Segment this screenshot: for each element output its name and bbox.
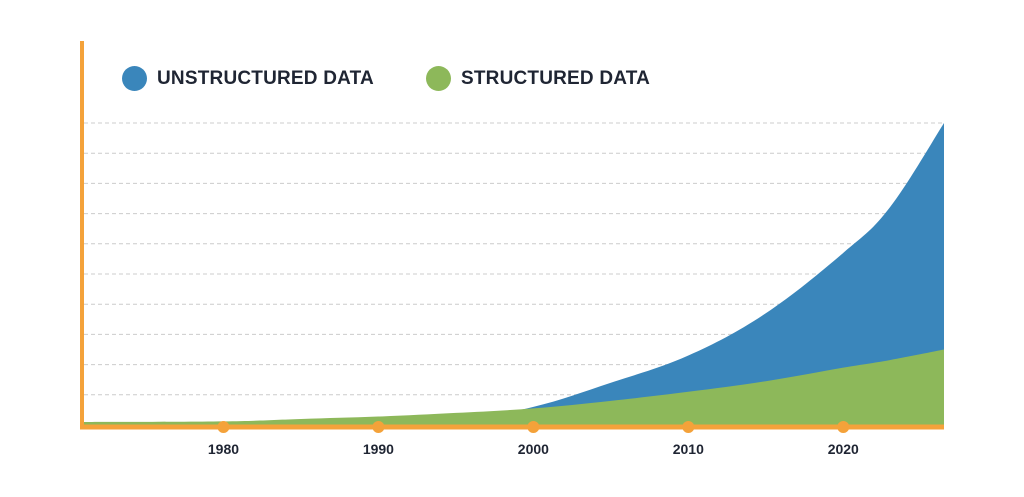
legend-swatch-structured	[425, 66, 451, 91]
x-tick-marker	[682, 421, 695, 433]
legend-item-structured: STRUCTURED DATA	[425, 66, 651, 91]
x-tick-label: 2000	[518, 441, 549, 457]
legend-item-unstructured: UNSTRUCTURED DATA	[122, 66, 374, 91]
x-tick-marker	[217, 421, 230, 433]
series-areas	[84, 123, 944, 425]
x-tick-marker	[527, 421, 540, 433]
x-ticks: 1980 1990 2000 2010 2020	[208, 421, 859, 457]
series-area-structured	[84, 349, 944, 425]
x-tick-marker	[837, 421, 850, 433]
legend: UNSTRUCTURED DATA STRUCTURED DATA	[122, 66, 650, 91]
legend-label-structured: STRUCTURED DATA	[460, 67, 651, 89]
gridlines	[84, 122, 944, 396]
x-tick-label: 1980	[208, 441, 239, 457]
x-tick-label: 2020	[828, 441, 859, 457]
legend-label-unstructured: UNSTRUCTURED DATA	[157, 67, 374, 89]
x-tick-label: 1990	[363, 441, 394, 457]
legend-swatch-unstructured	[122, 66, 147, 91]
series-area-unstructured	[84, 123, 944, 425]
x-tick-marker	[372, 421, 385, 433]
x-tick-label: 2010	[673, 441, 704, 457]
